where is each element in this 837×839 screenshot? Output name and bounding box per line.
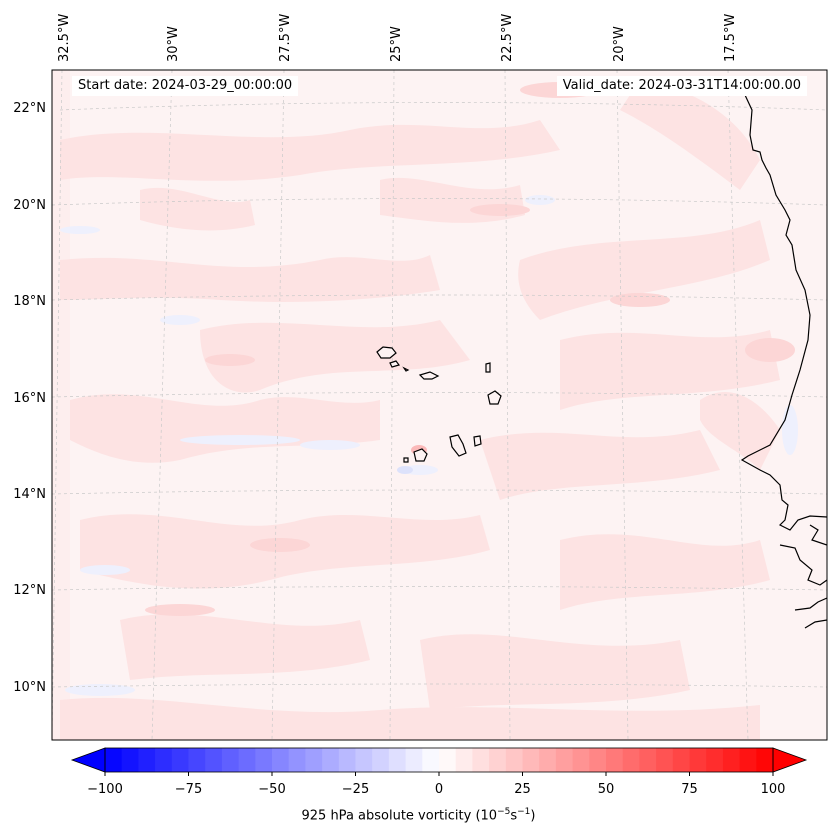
lat-label: 12°N <box>13 583 46 598</box>
colorbar-cell <box>572 748 590 772</box>
colorbar-tick-label: −100 <box>87 782 123 797</box>
colorbar-cell <box>355 748 373 772</box>
colorbar-cell <box>606 748 624 772</box>
colorbar-tick-label: −75 <box>175 782 202 797</box>
colorbar-cell <box>472 748 490 772</box>
colorbar-cell <box>706 748 724 772</box>
colorbar-cell <box>689 748 707 772</box>
colorbar-cell <box>338 748 356 772</box>
colorbar-cell <box>305 748 323 772</box>
colorbar-cell <box>288 748 306 772</box>
cape-verde-islands <box>376 346 502 463</box>
lon-label: 32.5°W <box>57 14 72 62</box>
lon-label: 25°W <box>389 26 404 62</box>
map-frame <box>51 69 828 741</box>
colorbar-extend-min <box>70 747 106 773</box>
lat-label: 20°N <box>13 198 46 213</box>
colorbar-cell <box>138 748 156 772</box>
island-sao-nicolau <box>418 371 440 380</box>
colorbar-cell <box>105 748 123 772</box>
colorbar-cell <box>639 748 657 772</box>
colorbar-cell <box>372 748 390 772</box>
colorbar-extend-max <box>772 747 808 773</box>
lat-label: 10°N <box>13 680 46 695</box>
vorticity-field <box>52 70 827 740</box>
lat-label: 14°N <box>13 487 46 502</box>
island-brava <box>403 457 409 463</box>
colorbar-cell <box>322 748 340 772</box>
colorbar-tick-label: 25 <box>514 782 531 797</box>
colorbar-cell <box>272 748 290 772</box>
colorbar-cell <box>188 748 206 772</box>
island-boa-vista <box>487 390 502 405</box>
colorbar-cell <box>405 748 423 772</box>
colorbar-cell <box>388 748 407 772</box>
lat-label: 16°N <box>13 391 46 406</box>
longitude-labels: 32.5°W 30°W 27.5°W 25°W 22.5°W 20°W 17.5… <box>57 14 738 62</box>
colorbar-cell <box>489 748 507 772</box>
colorbar-cell <box>422 748 440 772</box>
colorbar-tick-label: −50 <box>258 782 285 797</box>
colorbar-cell <box>739 748 757 772</box>
lon-label: 27.5°W <box>278 14 293 62</box>
colorbar-cell <box>155 748 173 772</box>
colorbar-cell <box>505 748 523 772</box>
colorbar-cells <box>105 748 774 772</box>
island-sao-vicente <box>389 360 401 368</box>
africa-coastline <box>740 94 827 629</box>
lat-label: 22°N <box>13 101 46 116</box>
colorbar-cell <box>238 748 256 772</box>
colorbar-label: 925 hPa absolute vorticity (10−5s−1) <box>301 807 536 824</box>
colorbar-cell <box>539 748 557 772</box>
start-date-label: Start date: 2024-03-29_00:00:00 <box>72 76 299 96</box>
colorbar-tick-label: 75 <box>681 782 698 797</box>
island-santo-antao <box>376 346 397 359</box>
colorbar-cell <box>439 748 457 772</box>
valid-date-label: Valid_date: 2024-03-31T14:00:00.00 <box>556 76 807 96</box>
colorbar-cell <box>205 748 223 772</box>
negative-vorticity-patches <box>60 195 798 696</box>
map-gridlines <box>52 70 827 740</box>
colorbar-cell <box>555 748 574 772</box>
colorbar-cell <box>121 748 139 772</box>
colorbar-tick-label: 0 <box>435 782 443 797</box>
lon-label: 30°W <box>166 26 181 62</box>
colorbar-tick-label: 100 <box>761 782 786 797</box>
colorbar-tick-label: 50 <box>598 782 615 797</box>
positive-vorticity-patches <box>60 80 780 740</box>
lon-label: 22.5°W <box>500 14 515 62</box>
lat-label: 18°N <box>13 294 46 309</box>
lon-label: 20°W <box>612 26 627 62</box>
colorbar-cell <box>522 748 540 772</box>
island-sal <box>485 362 491 373</box>
lon-label: 17.5°W <box>723 14 738 62</box>
latitude-labels: 22°N 20°N 18°N 16°N 14°N 12°N 10°N <box>13 101 46 695</box>
colorbar-cell <box>455 748 473 772</box>
colorbar-tick-label: −25 <box>342 782 369 797</box>
colorbar-cell <box>656 748 674 772</box>
colorbar-cell <box>672 748 690 772</box>
colorbar-cell <box>589 748 607 772</box>
colorbar-cell <box>622 748 640 772</box>
colorbar-cell <box>756 748 774 772</box>
colorbar-ticks: −100 −75 −50 −25 0 25 50 75 100 <box>87 772 785 797</box>
colorbar-cell <box>722 748 741 772</box>
island-maio <box>473 435 482 447</box>
colorbar: −100 −75 −50 −25 0 25 50 75 100 <box>70 747 808 797</box>
colorbar-cell <box>171 748 189 772</box>
island-fogo <box>413 448 428 462</box>
island-santiago <box>449 434 467 457</box>
colorbar-cell <box>255 748 273 772</box>
colorbar-cell <box>221 748 240 772</box>
